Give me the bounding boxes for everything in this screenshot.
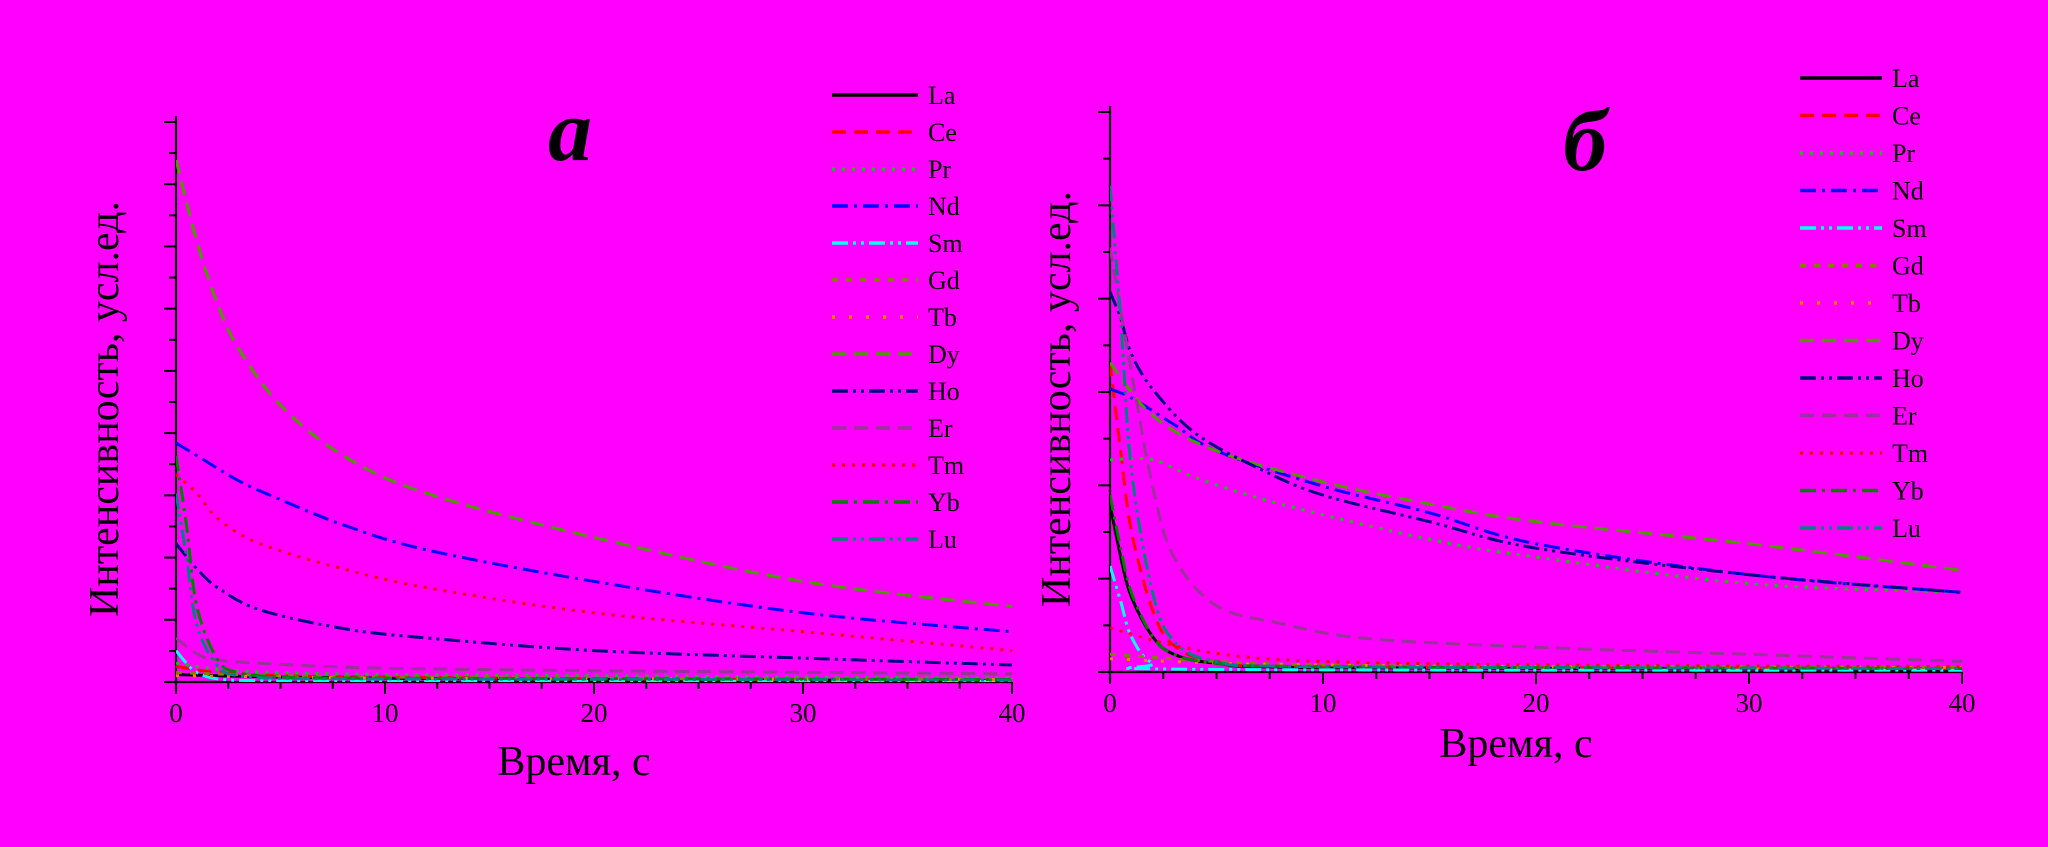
x-axis-title: Время, с <box>1439 721 1592 767</box>
legend-label-dy: Dy <box>928 340 960 369</box>
x-tick-label: 0 <box>1103 688 1117 718</box>
series-line-dy <box>1110 361 1962 572</box>
x-tick-label: 40 <box>999 698 1026 728</box>
x-tick-label: 30 <box>790 698 817 728</box>
x-tick-label: 10 <box>372 698 399 728</box>
legend-label-tm: Tm <box>1892 439 1928 468</box>
panel-label: а <box>548 83 592 180</box>
legend: La Ce Pr Nd Sm Gd Tb Dy Ho Er Tm Yb Lu <box>1800 64 1928 543</box>
legend-label-tm: Tm <box>928 451 964 480</box>
series-line-sm <box>1110 565 1962 672</box>
series-line-pr <box>176 661 1012 680</box>
legend-label-tb: Tb <box>928 303 957 332</box>
x-axis-title: Время, с <box>497 739 650 785</box>
legend-label-lu: Lu <box>928 525 957 554</box>
chart-panel-1: 0 10 20 30 40 Время, с Интенсивность, усл.ед. а… <box>82 81 1026 785</box>
legend-label-er: Er <box>1892 402 1917 431</box>
legend-label-dy: Dy <box>1892 327 1924 356</box>
series-line-er <box>1110 247 1962 663</box>
series-line-ho <box>176 542 1012 667</box>
legend-label-ho: Ho <box>1892 364 1924 393</box>
series-line-ho <box>1110 291 1962 594</box>
series-line-sm <box>176 649 1012 682</box>
legend-label-gd: Gd <box>1892 252 1924 281</box>
legend-label-tb: Tb <box>1892 289 1921 318</box>
legend-label-nd: Nd <box>928 192 960 221</box>
series-line-pr <box>1110 456 1962 594</box>
series-line-tm <box>176 473 1012 653</box>
legend-label-pr: Pr <box>1892 139 1915 168</box>
legend-label-sm: Sm <box>1892 214 1927 243</box>
legend-label-yb: Yb <box>1892 477 1924 506</box>
x-tick-label: 40 <box>1949 688 1976 718</box>
x-tick-label: 0 <box>169 698 183 728</box>
legend-label-pr: Pr <box>928 155 951 184</box>
legend-label-la: La <box>928 81 956 110</box>
legend-label-nd: Nd <box>1892 177 1924 206</box>
legend-label-lu: Lu <box>1892 514 1921 543</box>
y-axis-title: Интенсивность, усл.ед. <box>82 201 128 617</box>
y-axis-title: Интенсивность, усл.ед. <box>1034 191 1080 607</box>
x-tick-label: 20 <box>581 698 608 728</box>
x-tick-label: 30 <box>1736 688 1763 718</box>
legend-label-gd: Gd <box>928 266 960 295</box>
series-line-nd <box>1110 387 1962 594</box>
legend-label-er: Er <box>928 414 953 443</box>
legend-label-ho: Ho <box>928 377 960 406</box>
series-line-ce <box>1110 362 1962 670</box>
panel-label: б <box>1563 93 1610 190</box>
series-line-nd <box>176 441 1012 634</box>
x-tick-label: 20 <box>1523 688 1550 718</box>
series-line-er <box>176 636 1012 676</box>
legend-label-yb: Yb <box>928 488 960 517</box>
legend: La Ce Pr Nd Sm Gd Tb Dy Ho Er Tm Yb Lu <box>832 81 964 554</box>
series-line-la <box>1110 503 1962 671</box>
chart-panel-2: 0 10 20 30 40 Время, с Интенсивность, усл.ед. б… <box>1034 64 1976 767</box>
x-tick-label: 10 <box>1310 688 1337 718</box>
legend-label-ce: Ce <box>1892 102 1921 131</box>
series-line-lu <box>1110 185 1962 670</box>
legend-label-ce: Ce <box>928 118 957 147</box>
legend-label-la: La <box>1892 64 1920 93</box>
series-line-dy <box>176 159 1012 608</box>
series-line-yb <box>176 455 1012 681</box>
legend-label-sm: Sm <box>928 229 963 258</box>
series-line-lu <box>176 493 1012 682</box>
